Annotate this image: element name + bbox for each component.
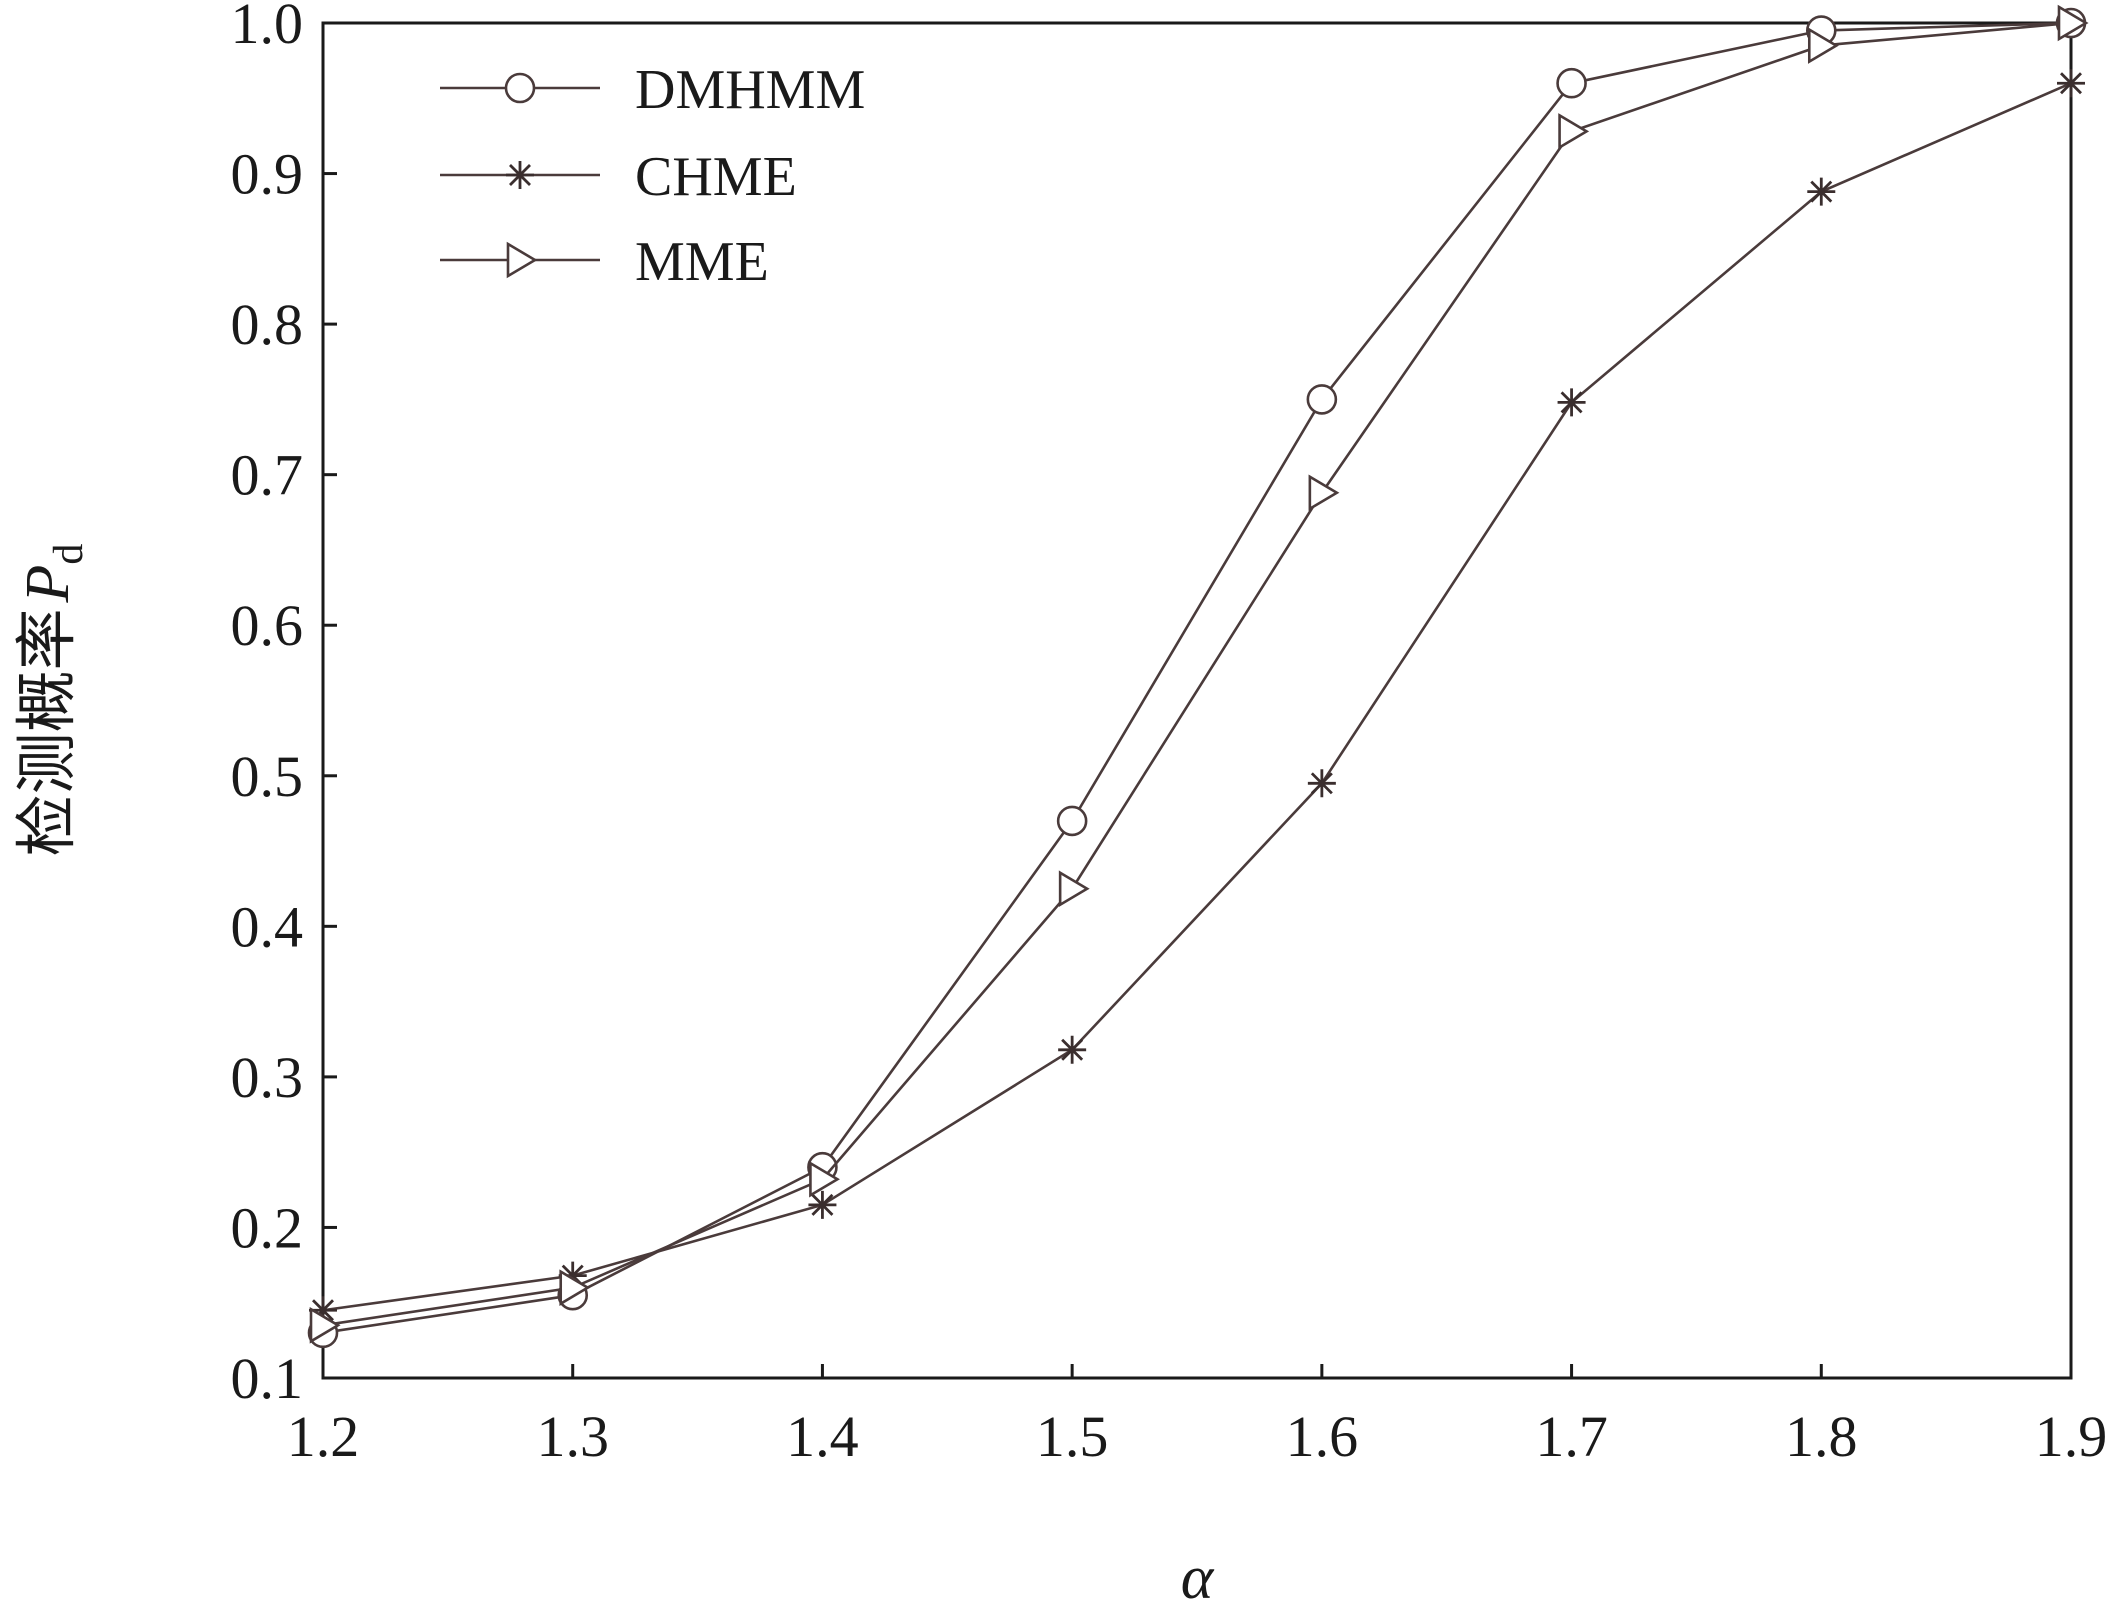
x-tick-label: 1.3 <box>536 1404 609 1469</box>
legend-item-mme: MME <box>440 231 769 293</box>
data-point <box>559 1269 591 1306</box>
series-dmhmm <box>307 7 2087 1349</box>
y-tick-label: 0.3 <box>231 1045 304 1110</box>
y-tick-label: 0.7 <box>231 443 304 508</box>
series-line <box>322 82 2072 1312</box>
legend-marker <box>506 241 538 279</box>
plot-frame <box>321 21 2073 1380</box>
legend-marker <box>504 72 536 104</box>
x-tick-label: 1.2 <box>287 1404 360 1469</box>
data-point <box>1807 27 1839 64</box>
x-tick-label: 1.8 <box>1785 1404 1858 1469</box>
data-point <box>558 1261 587 1290</box>
legend-item-dmhmm: DMHMM <box>440 59 865 121</box>
series-line <box>322 21 2072 1335</box>
x-axis-label: α <box>1181 1544 1215 1603</box>
data-point <box>309 1296 337 1325</box>
x-tick-label: 1.5 <box>1036 1404 1109 1469</box>
y-tick-label: 0.4 <box>231 894 304 959</box>
y-axis-label-subscript: d <box>46 544 92 565</box>
series-line <box>322 21 2072 1327</box>
data-point <box>1058 870 1090 907</box>
y-tick-label: 1.0 <box>231 0 304 56</box>
data-point <box>1056 805 1088 837</box>
legend-label: MME <box>635 231 769 293</box>
y-tick-label: 0.8 <box>231 292 304 357</box>
y-tick-label: 0.5 <box>231 744 304 809</box>
data-point <box>1556 67 1587 99</box>
legend: DMHMM CHME MME <box>440 59 865 293</box>
data-point <box>1558 113 1590 150</box>
data-point <box>1308 474 1340 512</box>
y-axis-label: 检测概率 Pd <box>14 544 92 857</box>
series-chme <box>309 69 2085 1325</box>
legend-item-chme: CHME <box>440 146 797 208</box>
legend-label: DMHMM <box>635 59 865 121</box>
y-axis-label-text: 检测概率 <box>14 608 82 856</box>
y-axis-label-symbol: P <box>14 565 82 604</box>
y-tick-label: 0.1 <box>231 1346 304 1411</box>
y-axis: 0.1 0.2 0.3 0.4 0.5 0.6 0.7 0.8 0.9 1.0 <box>231 0 337 1411</box>
x-tick-label: 1.9 <box>2035 1404 2108 1469</box>
y-tick-label: 0.9 <box>231 142 304 207</box>
legend-marker <box>506 161 534 189</box>
data-point <box>808 1190 837 1219</box>
data-point <box>1557 388 1586 417</box>
x-tick-label: 1.4 <box>786 1404 859 1469</box>
data-point <box>2057 4 2089 42</box>
x-tick-label: 1.7 <box>1535 1404 1608 1469</box>
data-point <box>1807 177 1836 206</box>
x-tick-label: 1.6 <box>1286 1404 1359 1469</box>
legend-label: CHME <box>635 146 797 208</box>
series-mme <box>309 4 2089 1344</box>
data-point <box>1307 769 1336 798</box>
y-tick-label: 0.2 <box>231 1195 304 1260</box>
y-tick-label: 0.6 <box>231 593 304 658</box>
data-point <box>309 1307 341 1344</box>
data-point <box>809 1160 840 1198</box>
data-point <box>1058 1035 1087 1064</box>
series-layer <box>307 4 2089 1349</box>
x-axis: 1.2 1.3 1.4 1.5 1.6 1.7 1.8 1.9 <box>287 1364 2108 1469</box>
data-point <box>2057 69 2085 98</box>
data-point <box>1306 384 1338 415</box>
